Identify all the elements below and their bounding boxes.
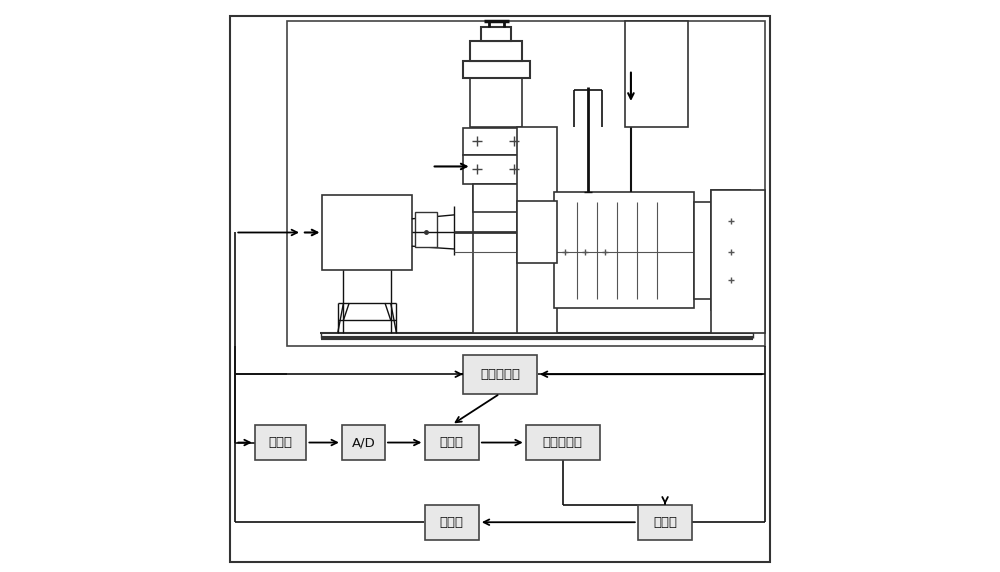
Bar (638, 505, 692, 540)
Bar (342, 425, 385, 460)
Bar (463, 61, 530, 78)
Bar (473, 184, 518, 212)
Bar (425, 505, 479, 540)
Bar (517, 126, 557, 333)
Bar (517, 201, 557, 263)
Bar (526, 425, 600, 460)
Bar (470, 41, 522, 61)
Bar (749, 246, 762, 260)
Bar (625, 21, 688, 126)
Text: 可编程电源: 可编程电源 (543, 436, 583, 449)
Bar (711, 190, 750, 310)
Text: 变送器: 变送器 (653, 516, 677, 529)
Bar (463, 155, 528, 184)
Text: 数据采集卡: 数据采集卡 (480, 368, 520, 381)
Bar (470, 78, 522, 126)
Text: 变送器: 变送器 (440, 516, 464, 529)
Bar (463, 128, 528, 155)
Bar (322, 195, 412, 270)
Bar (749, 272, 762, 286)
Text: 变频器: 变频器 (269, 436, 293, 449)
Bar (554, 192, 694, 308)
Bar (481, 27, 511, 41)
Bar (749, 221, 762, 235)
Bar (463, 355, 537, 394)
Bar (473, 126, 518, 333)
Bar (711, 190, 765, 333)
Bar (694, 202, 713, 299)
Bar (415, 212, 437, 247)
Bar (255, 425, 306, 460)
Bar (425, 425, 479, 460)
Text: 工控机: 工控机 (440, 436, 464, 449)
Text: A/D: A/D (352, 436, 375, 449)
Bar (287, 21, 765, 345)
